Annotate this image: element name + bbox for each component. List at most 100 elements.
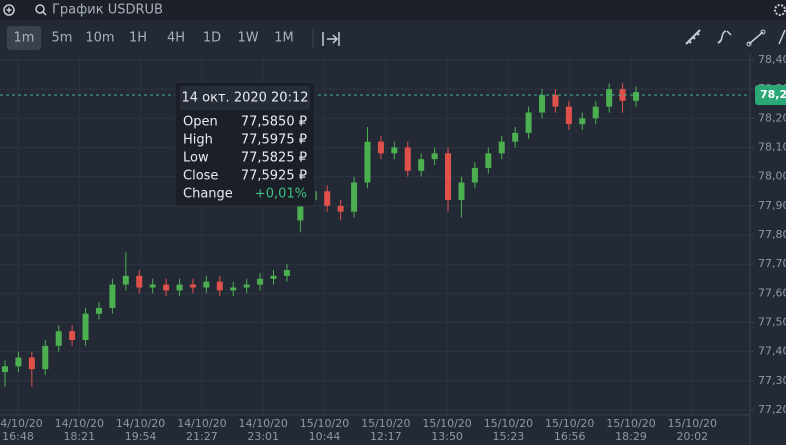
search-text[interactable]: График USDRUB (52, 3, 163, 18)
candle-body (15, 357, 22, 367)
tooltip-label: High (183, 133, 213, 148)
x-tick-date: 15/10/20 (300, 417, 349, 430)
last-price-badge (755, 85, 786, 105)
candle-body (606, 89, 613, 107)
x-tick-date: 15/10/20 (361, 417, 410, 430)
x-tick-time: 18:21 (63, 430, 95, 443)
candle-body (95, 307, 102, 314)
y-tick-label: 77,20 (758, 403, 786, 416)
x-tick-time: 16:48 (2, 430, 34, 443)
candle-body (243, 284, 250, 288)
candle-body (485, 153, 492, 168)
tooltip-value: 77,5975 ₽ (241, 133, 307, 148)
tooltip-title: 14 окт. 2020 20:12 (182, 91, 309, 106)
x-tick-date: 14/10/20 (55, 417, 104, 430)
candle-body (619, 89, 626, 101)
ray-tool-icon[interactable] (778, 29, 786, 45)
candle-body (498, 141, 505, 154)
y-tick-label: 77,30 (758, 374, 786, 387)
x-tick-date: 14/10/20 (116, 417, 165, 430)
interval-button[interactable]: 1D (203, 31, 221, 46)
candle-body (471, 167, 478, 183)
tooltip: 14 окт. 2020 20:12 Open 77,5850 ₽ High 77,5… (174, 81, 316, 207)
candle-body (149, 284, 156, 288)
tooltip-label: Change (183, 187, 233, 202)
y-tick-label: 78,00 (758, 170, 786, 183)
tooltip-label: Low (183, 151, 209, 166)
tooltip-value: 77,5925 ₽ (241, 169, 307, 184)
candles (2, 83, 639, 387)
add-icon[interactable] (3, 4, 15, 16)
interval-button[interactable]: 10m (85, 31, 114, 46)
tooltip-label: Close (183, 169, 218, 184)
line-tool-end (746, 41, 752, 47)
x-tick-date: 15/10/20 (422, 417, 471, 430)
candle-body (539, 95, 546, 113)
y-tick-label: 77,70 (758, 257, 786, 270)
path-icon[interactable] (717, 30, 732, 44)
x-tick-date: 15/10/20 (606, 417, 655, 430)
line-tool-end (760, 29, 766, 35)
y-tick-label: 77,80 (758, 228, 786, 241)
search-icon (35, 4, 45, 14)
interval-button[interactable]: 1H (129, 31, 147, 46)
candle-body (136, 275, 143, 288)
goto-end-icon[interactable] (322, 32, 340, 46)
line-tool-icon[interactable] (748, 31, 764, 45)
candle-body (579, 118, 586, 125)
last-price-label: 78,28 (760, 88, 786, 101)
interval-button[interactable]: 1W (237, 31, 258, 46)
candle-body (28, 357, 35, 370)
candle-body (270, 275, 277, 279)
ruler-icon[interactable] (685, 29, 701, 45)
toolbar (0, 20, 786, 54)
candle-body (82, 313, 89, 340)
candle-body (230, 287, 237, 291)
candle-body (633, 92, 639, 101)
tooltip-value: 77,5850 ₽ (241, 115, 307, 130)
header-bar (0, 0, 786, 20)
candle-body (404, 147, 411, 171)
x-tick-time: 10:44 (309, 430, 341, 443)
x-tick-time: 19:54 (125, 430, 157, 443)
x-tick-date: 14/10/20 (0, 417, 43, 430)
candle-body (525, 112, 532, 133)
interval-button[interactable]: 4H (167, 31, 185, 46)
candle-body (297, 200, 304, 221)
candle-body (364, 141, 371, 183)
candle-body (163, 284, 170, 291)
candle-body (351, 182, 358, 212)
x-tick-date: 15/10/20 (545, 417, 594, 430)
add-icon-plus (6, 7, 12, 13)
grid (0, 54, 750, 415)
y-tick-label: 78,20 (758, 111, 786, 124)
settings-icon[interactable] (774, 4, 786, 16)
x-tick-time: 23:01 (247, 430, 279, 443)
y-tick-label: 77,40 (758, 345, 786, 358)
candle-body (42, 345, 49, 370)
x-tick-date: 14/10/20 (177, 417, 226, 430)
interval-button[interactable]: 1m (14, 31, 35, 46)
interval-button[interactable]: 1M (274, 31, 294, 46)
x-tick-time: 13:50 (431, 430, 463, 443)
tooltip-value: 77,5825 ₽ (241, 151, 307, 166)
candle-body (257, 278, 264, 285)
search-icon-handle (42, 11, 47, 16)
x-tick-time: 12:17 (370, 430, 402, 443)
candle-body (203, 281, 210, 288)
candle-body (552, 95, 559, 107)
candle-body (458, 182, 465, 200)
x-tick-time: 15:23 (493, 430, 525, 443)
candle-body (69, 331, 76, 340)
interval-active-bg (7, 26, 41, 50)
tooltip-value: +0,01% (255, 187, 307, 202)
candle-body (337, 205, 344, 212)
tooltip-title-box (180, 86, 310, 110)
candle-body (176, 284, 183, 291)
x-tick-time: 18:29 (615, 430, 647, 443)
x-tick-date: 15/10/20 (668, 417, 717, 430)
x-tick-time: 21:27 (186, 430, 218, 443)
interval-button[interactable]: 5m (52, 31, 73, 46)
candle-body (122, 275, 129, 285)
